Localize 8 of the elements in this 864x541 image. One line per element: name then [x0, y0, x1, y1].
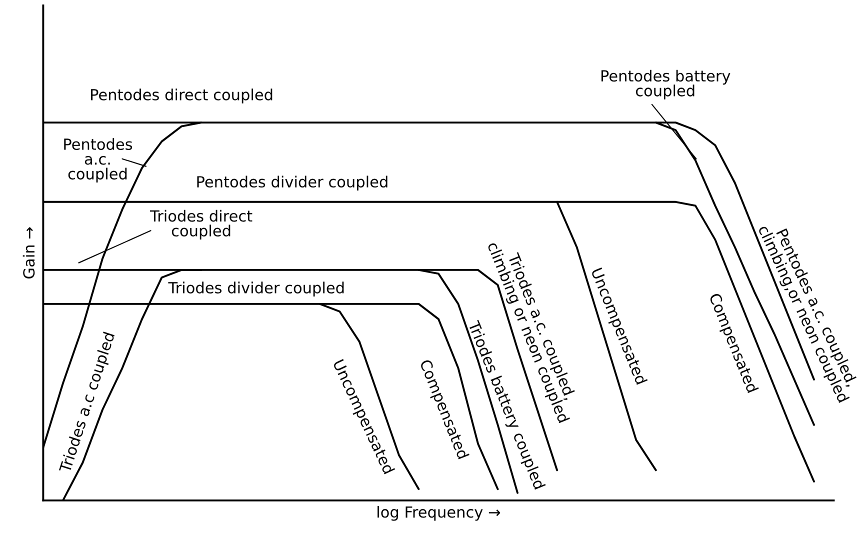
x-axis-title: log Frequency → [378, 506, 500, 521]
annotation: Pentodes divider coupled [197, 176, 388, 191]
text: Pentodes battery coupled [601, 70, 730, 100]
y-axis-title: Gain → [22, 227, 35, 278]
text: Pentodes direct coupled [91, 88, 272, 104]
annotation: Triodes divider coupled [168, 282, 344, 296]
annotation: Pentodes a.c. coupled [64, 138, 132, 183]
annotation: Triodes direct coupled [150, 210, 252, 240]
